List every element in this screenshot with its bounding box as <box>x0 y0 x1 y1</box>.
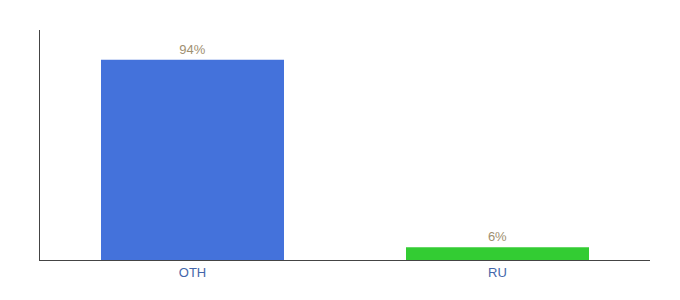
svg-text:6%: 6% <box>488 229 507 244</box>
svg-text:RU: RU <box>488 265 507 280</box>
svg-text:94%: 94% <box>179 42 205 57</box>
svg-text:OTH: OTH <box>179 265 206 280</box>
